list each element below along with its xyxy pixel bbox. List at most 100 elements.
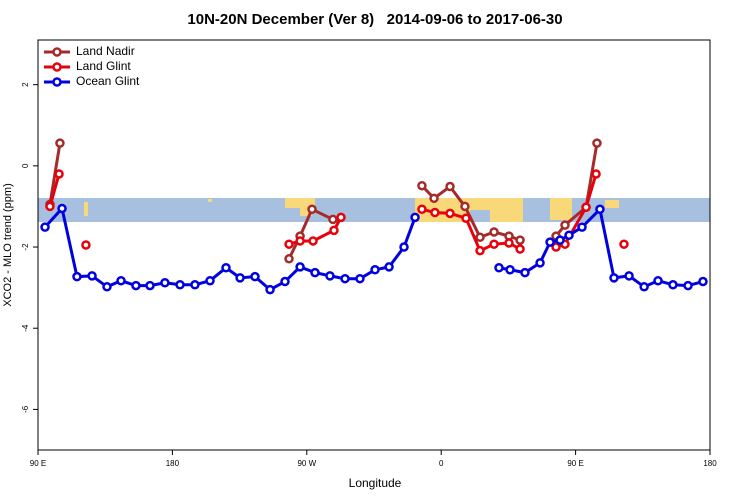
series-point xyxy=(461,213,471,223)
series-point xyxy=(489,239,499,249)
series-point xyxy=(430,207,440,218)
series-point xyxy=(284,254,294,264)
series-point xyxy=(190,280,200,290)
series-point xyxy=(145,280,155,291)
series-point xyxy=(307,204,317,215)
series-point xyxy=(221,262,231,273)
series-point xyxy=(116,275,126,286)
series-point xyxy=(40,222,50,232)
series-point xyxy=(520,267,530,278)
series-point xyxy=(475,245,485,256)
x-tick-label: 180 xyxy=(166,459,180,468)
series-point xyxy=(535,258,545,268)
y-tick-label: -4 xyxy=(21,324,30,332)
series-point xyxy=(250,271,260,282)
series-point xyxy=(54,169,64,179)
series-point xyxy=(295,262,305,272)
legend-label: Ocean Glint xyxy=(76,74,140,88)
x-tick-label: 90 W xyxy=(297,459,316,468)
series-point xyxy=(370,265,380,275)
series-point xyxy=(577,222,587,232)
series-line xyxy=(287,207,334,260)
series-point xyxy=(131,280,141,291)
series-point xyxy=(624,271,634,281)
series-point xyxy=(698,276,708,287)
legend-marker xyxy=(52,47,62,57)
legend-marker xyxy=(52,77,62,87)
series-point xyxy=(445,181,455,192)
series-point xyxy=(592,138,602,148)
series-point xyxy=(417,204,427,215)
series-point xyxy=(265,284,275,295)
series-point xyxy=(310,267,320,278)
series-point xyxy=(205,275,215,286)
plot-frame xyxy=(37,39,711,451)
x-tick-label: 0 xyxy=(439,459,444,468)
series-point xyxy=(284,239,294,249)
series-point xyxy=(325,271,335,281)
series-point xyxy=(445,208,455,219)
y-tick-label: -6 xyxy=(21,405,30,413)
series-point xyxy=(329,225,339,236)
x-tick-label: 90 E xyxy=(567,459,583,468)
legend-label: Land Nadir xyxy=(76,44,135,58)
series-point xyxy=(328,214,338,225)
series-point xyxy=(564,230,574,241)
series-point xyxy=(417,180,427,191)
series-point xyxy=(581,202,591,212)
series-point xyxy=(102,282,112,292)
series-point xyxy=(653,275,663,286)
series-point xyxy=(545,237,555,247)
series-point xyxy=(460,201,470,212)
series-point xyxy=(55,138,65,148)
series-point xyxy=(515,244,525,254)
series-point xyxy=(87,271,97,281)
series-point xyxy=(505,265,515,275)
x-tick-label: 180 xyxy=(703,459,717,468)
series-point xyxy=(45,201,55,212)
series-point xyxy=(555,235,565,245)
legend-label: Land Glint xyxy=(76,59,131,73)
series-point xyxy=(504,238,514,248)
y-tick-label: 2 xyxy=(21,82,30,87)
series-point xyxy=(160,278,170,288)
series-point xyxy=(280,276,290,287)
legend-marker xyxy=(52,62,62,72)
series-point xyxy=(619,239,629,249)
series-point xyxy=(591,169,601,179)
series-line xyxy=(48,173,61,207)
series-point xyxy=(489,227,499,237)
series-point xyxy=(384,262,394,272)
series-point xyxy=(336,212,346,223)
x-tick-label: 90 E xyxy=(30,459,46,468)
y-tick-label: 0 xyxy=(21,163,30,168)
series-point xyxy=(551,242,561,252)
series-point xyxy=(81,240,91,250)
chart-title: 10N-20N December (Ver 8) 2014-09-06 to 2… xyxy=(187,11,562,28)
series-point xyxy=(57,203,67,214)
series-point xyxy=(399,242,409,252)
series-point xyxy=(609,273,619,283)
series-point xyxy=(175,280,185,290)
y-axis-label: XCO2 - MLO trend (ppm) xyxy=(2,183,14,306)
series-point xyxy=(355,273,365,284)
series-point xyxy=(515,235,525,245)
series-point xyxy=(595,204,605,215)
map-band xyxy=(38,198,710,222)
series-point xyxy=(560,220,570,230)
series-point xyxy=(429,193,439,204)
x-axis-label: Longitude xyxy=(349,476,402,490)
series-point xyxy=(639,282,649,292)
series-point xyxy=(410,212,420,223)
series-point xyxy=(340,273,350,284)
series-point xyxy=(295,236,305,246)
series-point xyxy=(475,232,485,243)
series-point xyxy=(494,262,504,273)
y-tick-label: -2 xyxy=(21,243,30,251)
series-point xyxy=(72,271,82,282)
series-line xyxy=(498,206,704,289)
series-point xyxy=(668,280,678,290)
series-point xyxy=(683,280,693,291)
series-point xyxy=(235,273,245,283)
